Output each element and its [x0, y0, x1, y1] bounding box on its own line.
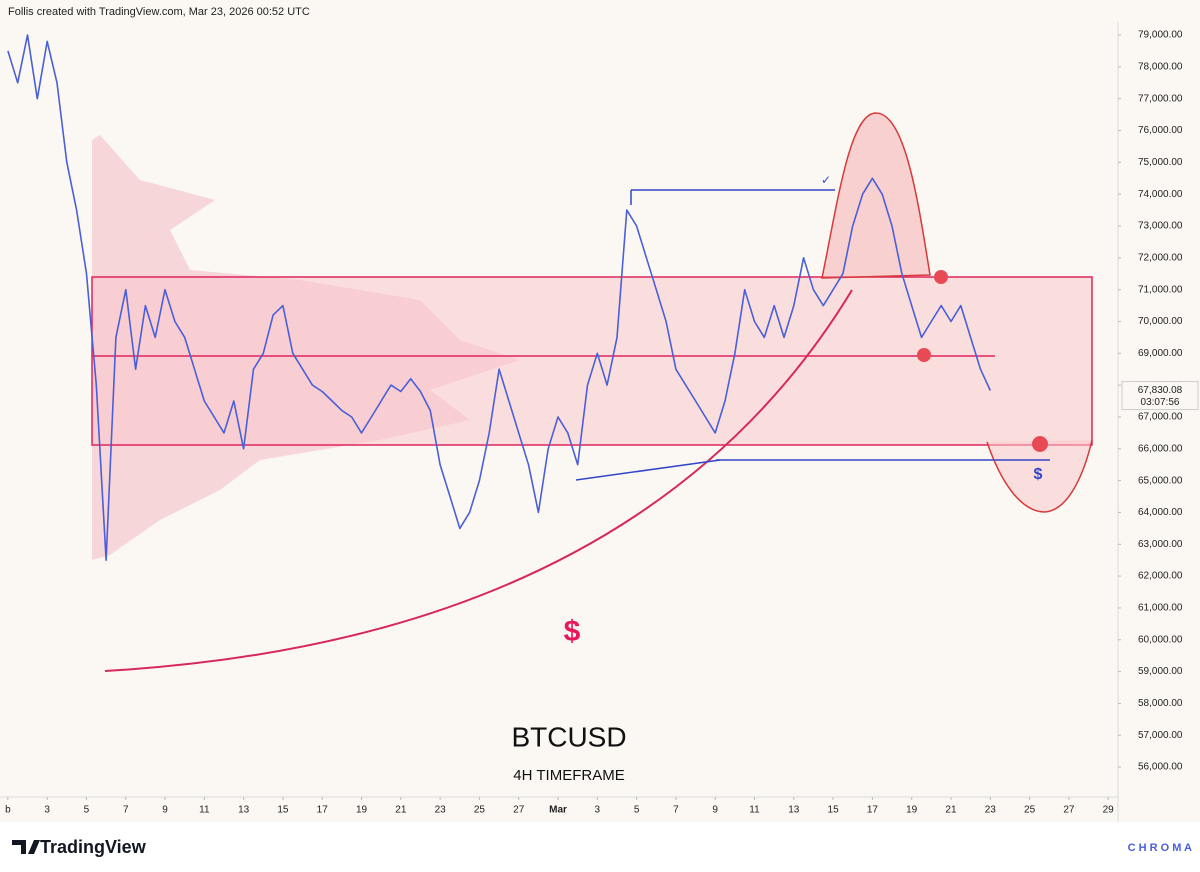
- x-tick-label: 13: [788, 805, 800, 816]
- y-tick-label: 61,000.00: [1138, 603, 1183, 614]
- header: Follis created with TradingView.com, Mar…: [8, 6, 310, 18]
- range-zone: [91, 276, 1093, 446]
- x-tick-label: 17: [867, 805, 879, 816]
- y-tick-label: 62,000.00: [1138, 571, 1183, 582]
- x-tick-label: 9: [712, 805, 718, 816]
- x-tick-label: 19: [906, 805, 918, 816]
- marker: [917, 348, 931, 362]
- x-tick-label: 9: [162, 805, 168, 816]
- x-tick-label: Mar: [549, 805, 567, 816]
- x-tick-label: 21: [945, 805, 957, 816]
- y-tick-label: 72,000.00: [1138, 252, 1183, 263]
- y-tick-label: 65,000.00: [1138, 475, 1183, 486]
- x-tick-label: 3: [595, 805, 601, 816]
- x-tick-label: 11: [749, 805, 760, 816]
- y-tick-label: 77,000.00: [1138, 93, 1183, 104]
- x-tick-label: 21: [395, 805, 407, 816]
- x-tick-label: 23: [985, 805, 997, 816]
- x-tick-label: 15: [828, 805, 840, 816]
- y-tick-label: 67,000.00: [1138, 412, 1183, 423]
- check-mark: ✓: [821, 173, 831, 187]
- y-tick-label: 66,000.00: [1138, 443, 1183, 454]
- y-tick-label: 71,000.00: [1138, 284, 1183, 295]
- chart-title: BTCUSD: [511, 721, 626, 752]
- y-tick-label: 73,000.00: [1138, 221, 1183, 232]
- x-tick-label: 27: [1063, 805, 1075, 816]
- y-tick-label: 69,000.00: [1138, 348, 1183, 359]
- x-tick-label: 7: [123, 805, 129, 816]
- y-tick-label: 64,000.00: [1138, 507, 1183, 518]
- y-tick-label: 70,000.00: [1138, 316, 1183, 327]
- x-tick-label: 17: [317, 805, 329, 816]
- y-tick-label: 56,000.00: [1138, 762, 1183, 773]
- x-tick-label: 7: [673, 805, 679, 816]
- y-tick-label: 78,000.00: [1138, 61, 1183, 72]
- dollar-label: $: [1034, 466, 1043, 483]
- x-tick-label: 15: [277, 805, 289, 816]
- y-tick-label: 57,000.00: [1138, 730, 1183, 741]
- x-tick-label: 27: [513, 805, 525, 816]
- y-tick-label: 76,000.00: [1138, 125, 1183, 136]
- plot: [7, 34, 992, 561]
- x-tick-label: 23: [435, 805, 447, 816]
- y-tick-label: 79,000.00: [1138, 30, 1183, 41]
- x-tick-label: 5: [84, 805, 90, 816]
- price-label-box: [1121, 381, 1199, 411]
- x-tick-label: b: [5, 805, 11, 816]
- x-tick-label: 13: [238, 805, 250, 816]
- y-tick-label: 58,000.00: [1138, 698, 1183, 709]
- marker: [1032, 436, 1048, 452]
- x-tick-label: 11: [199, 805, 210, 816]
- y-tick-label: 75,000.00: [1138, 157, 1183, 168]
- bowl-curve: [986, 439, 1093, 513]
- x-tick-label: 25: [1024, 805, 1036, 816]
- y-tick-label: 63,000.00: [1138, 539, 1183, 550]
- x-tick-label: 25: [474, 805, 486, 816]
- x-tick-label: 29: [1103, 805, 1115, 816]
- countdown: 03:07:56: [1141, 397, 1180, 408]
- arc-curve: [104, 289, 853, 672]
- price-label: 67,830.08: [1138, 385, 1183, 396]
- marker: [934, 270, 948, 284]
- peak-curve: [821, 112, 931, 279]
- watermark: C H R O M A: [1128, 842, 1192, 854]
- price-line: [7, 34, 992, 561]
- trend-line: [575, 459, 721, 481]
- chart-subtitle: 4H TIMEFRAME: [513, 767, 624, 784]
- y-tick-label: 59,000.00: [1138, 666, 1183, 677]
- x-tick-label: 19: [356, 805, 368, 816]
- footer-bar: [0, 822, 1200, 872]
- x-tick-label: 5: [634, 805, 640, 816]
- y-tick-label: 60,000.00: [1138, 634, 1183, 645]
- brand: TradingView: [40, 837, 147, 857]
- y-tick-label: 74,000.00: [1138, 189, 1183, 200]
- dollar-label: $: [564, 615, 581, 648]
- logo-icon: [12, 840, 40, 854]
- x-tick-label: 3: [44, 805, 50, 816]
